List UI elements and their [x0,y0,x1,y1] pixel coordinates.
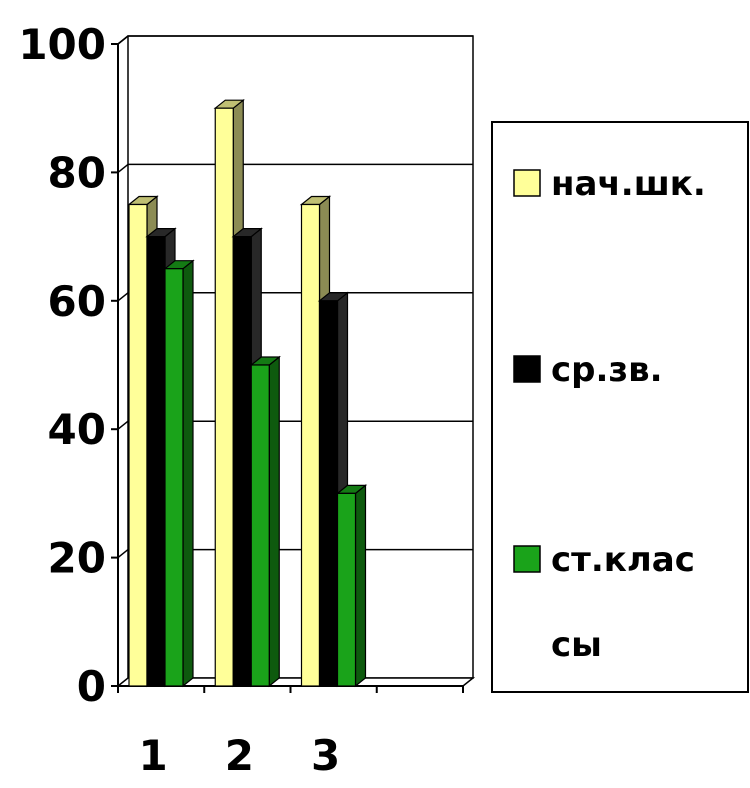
legend-box [491,121,749,693]
x-tick-labels: 1 2 3 [139,731,341,780]
legend-label: сы [551,625,602,665]
legend-label: нач.шк. [551,164,706,204]
y-tick-label: 20 [48,534,106,583]
axes [111,35,476,693]
x-tick-label: 2 [225,731,254,780]
y-tick-label: 60 [48,277,106,326]
legend-swatch [513,545,541,573]
bar-3-cat-2 [249,355,281,688]
gridline-depth [117,292,129,302]
legend: нач.шк. ср.зв. ст.клас сы [491,121,749,693]
gridline-depth [117,549,129,559]
legend-swatch [513,355,541,383]
y-tick-label: 80 [48,148,106,197]
gridline-depth [117,163,129,173]
legend-label: ср.зв. [551,350,663,390]
y-tick-label: 100 [18,20,106,69]
y-tick-label: 0 [77,662,106,711]
bar-3-cat-3 [335,484,368,688]
gridline-depth [117,420,129,430]
x-tick-label: 1 [139,731,168,780]
legend-swatch [513,169,541,197]
bar-3-cat-1 [163,259,195,688]
y-tick-label: 40 [48,405,106,454]
y-axis-top-edge [117,35,129,45]
x-tick-label: 3 [311,731,340,780]
legend-label: ст.клас [551,540,695,580]
y-tick-labels: 0 20 40 60 80 100 [18,20,106,711]
bars [127,98,368,688]
